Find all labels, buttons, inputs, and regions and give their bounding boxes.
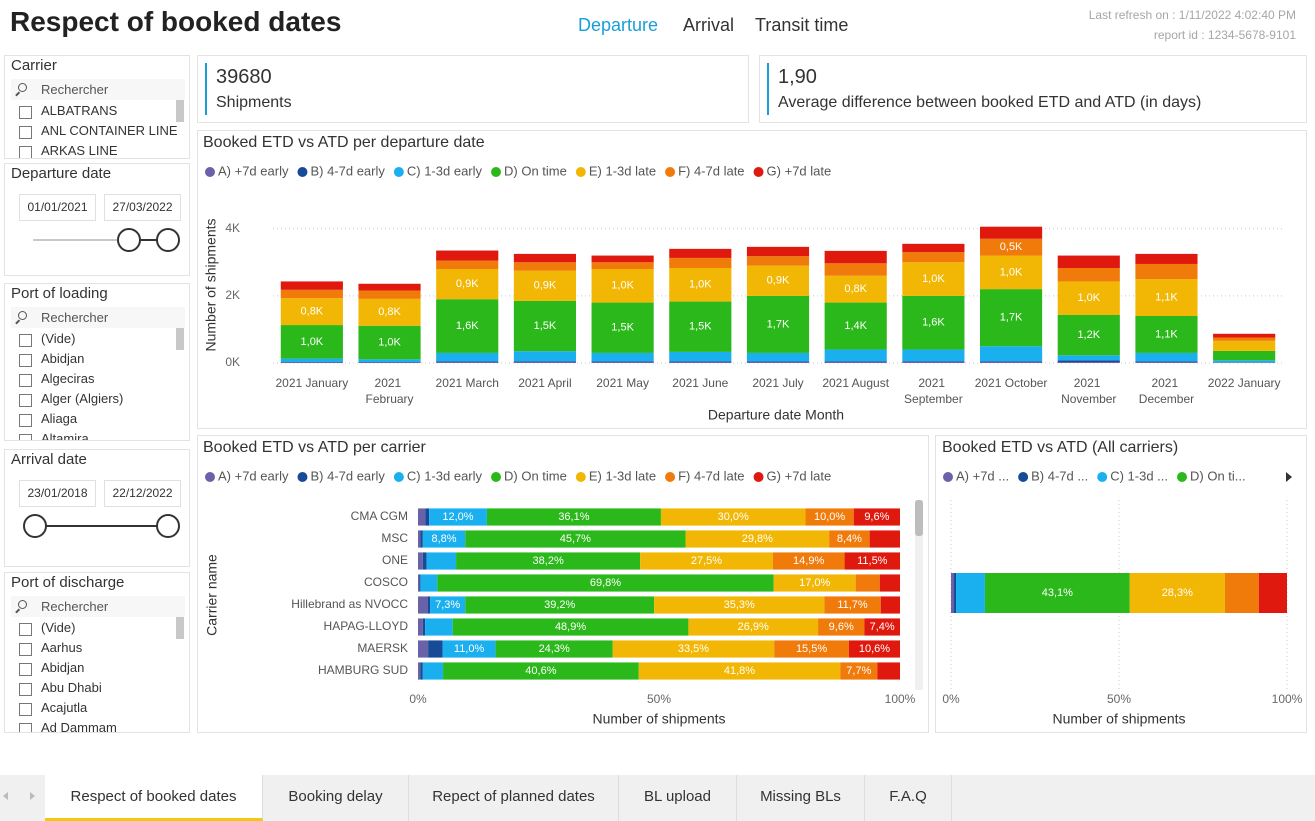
checkbox[interactable] <box>19 723 32 732</box>
panel: Arrival date 23/01/2018 22/12/2022 <box>4 449 190 567</box>
refresh-info: Last refresh on : 1/11/2022 4:02:40 PM <box>1088 8 1296 22</box>
search-icon <box>18 600 27 609</box>
slicer-title: Departure date <box>11 165 112 182</box>
search-placeholder: Rechercher <box>41 599 109 614</box>
panel: Carrier Rechercher ALBATRANS ANL CONTAINER … <box>4 55 190 159</box>
scrollbar-thumb <box>176 100 184 122</box>
tab-prev[interactable] <box>3 792 8 800</box>
search-box[interactable] <box>11 307 185 328</box>
slicer-item[interactable]: Aarhus <box>41 640 83 655</box>
slider-handle[interactable] <box>156 228 180 252</box>
slicer-title: Port of discharge <box>11 574 125 591</box>
slicer-item[interactable]: Abidjan <box>41 351 85 366</box>
checkbox[interactable] <box>19 354 32 367</box>
checkbox[interactable] <box>19 334 32 347</box>
checkbox[interactable] <box>19 374 32 387</box>
slicer-item[interactable]: Abidjan <box>41 660 85 675</box>
tab[interactable]: Missing BLs <box>737 775 865 821</box>
slicer-item[interactable]: Aliaga <box>41 411 78 426</box>
panel: Port of loading Rechercher (Vide) Abidjan Al… <box>4 283 190 441</box>
slicer-item[interactable]: (Vide) <box>41 331 76 346</box>
page-title: Respect of booked dates <box>10 6 342 37</box>
panel <box>197 130 1307 429</box>
slicer-item[interactable]: Alger (Algiers) <box>41 391 124 406</box>
checkbox[interactable] <box>19 146 32 158</box>
checkbox[interactable] <box>19 414 32 427</box>
slider-range <box>129 239 168 241</box>
kpi-label: Shipments <box>216 94 292 111</box>
checkbox[interactable] <box>19 106 32 119</box>
slicer-title: Port of loading <box>11 285 108 302</box>
nav-link[interactable]: Arrival <box>683 15 735 35</box>
tab[interactable]: BL upload <box>619 775 737 821</box>
kpi-accent <box>205 63 207 115</box>
tab[interactable]: Booking delay <box>263 775 409 821</box>
panel <box>197 435 929 733</box>
slider-handle[interactable] <box>156 514 180 538</box>
slicer-item[interactable]: Acajutla <box>41 700 88 715</box>
nav-link[interactable]: Departure <box>578 15 659 35</box>
panel: 1,90 Average difference between booked ET… <box>759 55 1307 123</box>
slicer-item[interactable]: (Vide) <box>41 620 76 635</box>
checkbox[interactable] <box>19 126 32 139</box>
tab[interactable]: F.A.Q <box>865 775 952 821</box>
slicer-item[interactable]: Altamira <box>41 431 89 441</box>
nav-link[interactable]: Transit time <box>755 15 849 35</box>
checkbox[interactable] <box>19 623 32 636</box>
kpi-accent <box>767 63 769 115</box>
scrollbar-thumb <box>176 328 184 350</box>
date-input[interactable]: 22/12/2022 <box>104 480 181 507</box>
kpi-value: 39680 <box>216 66 272 88</box>
search-box[interactable] <box>11 596 185 617</box>
checkbox[interactable] <box>19 683 32 696</box>
search-placeholder: Rechercher <box>41 82 109 97</box>
panel: Port of discharge Rechercher (Vide) Aarhus A… <box>4 572 190 733</box>
checkbox[interactable] <box>19 703 32 716</box>
tab[interactable]: Repect of planned dates <box>409 775 619 821</box>
kpi-label: Average difference between booked ETD an… <box>778 94 1202 111</box>
panel: 39680 Shipments <box>197 55 749 123</box>
date-input[interactable]: 23/01/2018 <box>19 480 96 507</box>
checkbox[interactable] <box>19 643 32 656</box>
kpi-value: 1,90 <box>778 66 817 88</box>
panel: Departure date 01/01/2021 27/03/2022 <box>4 163 190 276</box>
search-icon <box>18 311 27 320</box>
search-box[interactable] <box>11 79 185 100</box>
slicer-item[interactable]: ALBATRANS <box>41 103 118 118</box>
slicer-item[interactable]: Abu Dhabi <box>41 680 102 695</box>
report-id: report id : 1234-5678-9101 <box>1153 28 1296 42</box>
panel <box>935 435 1307 733</box>
slider-range <box>35 525 168 527</box>
slicer-item[interactable]: Algeciras <box>41 371 95 386</box>
slider-handle[interactable] <box>23 514 47 538</box>
slicer-title: Carrier <box>11 57 57 74</box>
tab[interactable]: Respect of booked dates <box>45 775 263 821</box>
search-icon <box>18 83 27 92</box>
checkbox[interactable] <box>19 434 32 440</box>
slicer-item[interactable]: ARKAS LINE <box>41 143 118 158</box>
scrollbar-thumb <box>176 617 184 639</box>
checkbox[interactable] <box>19 394 32 407</box>
slicer-item[interactable]: Ad Dammam <box>41 720 117 733</box>
slider-handle[interactable] <box>117 228 141 252</box>
tab-next[interactable] <box>30 792 35 800</box>
date-input[interactable]: 01/01/2021 <box>19 194 96 221</box>
date-input[interactable]: 27/03/2022 <box>104 194 181 221</box>
slider-track <box>33 239 168 241</box>
checkbox[interactable] <box>19 663 32 676</box>
slicer-title: Arrival date <box>11 451 87 468</box>
slicer-item[interactable]: ANL CONTAINER LINE <box>41 123 178 138</box>
search-placeholder: Rechercher <box>41 310 109 325</box>
